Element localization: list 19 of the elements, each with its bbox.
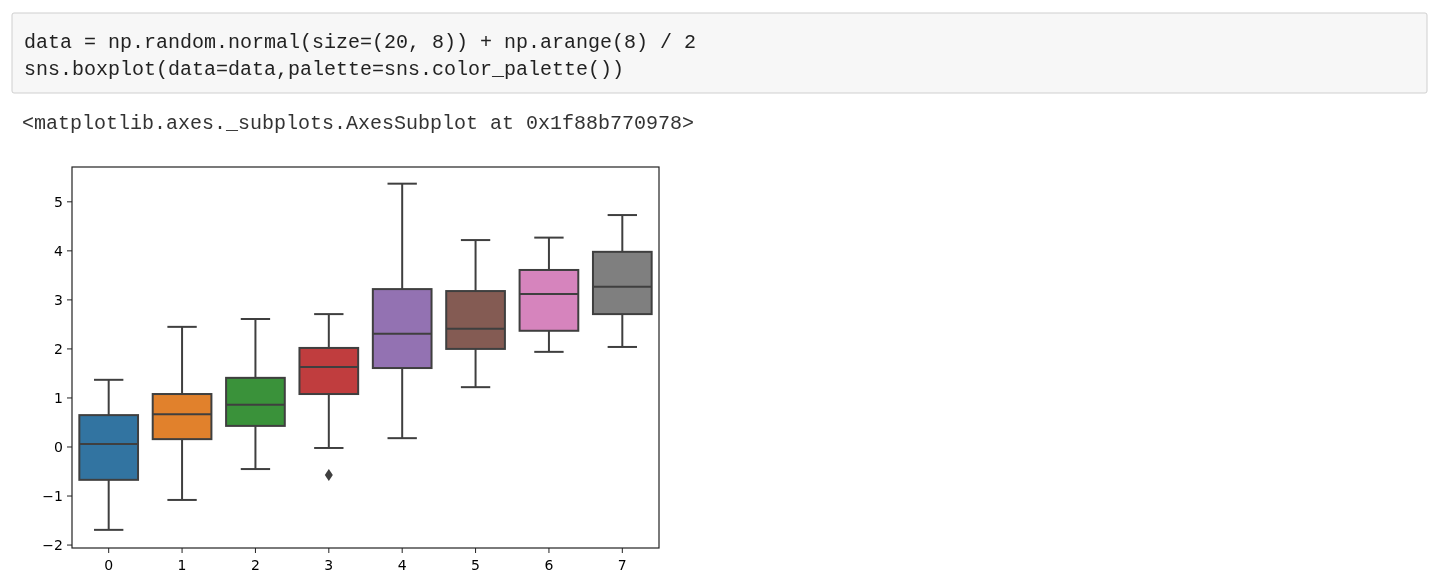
y-tick-label: 2 <box>54 340 63 357</box>
x-tick-label: 0 <box>104 557 114 573</box>
text: sns.boxplot(data=data,palette=sns.color_palette()) <box>24 58 625 81</box>
y-tick-label: 3 <box>54 291 63 308</box>
x-tick-label: 3 <box>324 557 334 573</box>
x-tick-label: 1 <box>177 557 187 573</box>
x-tick-label: 6 <box>544 557 554 573</box>
x-tick-label: 4 <box>397 557 407 573</box>
x-tick-label: 2 <box>250 557 260 573</box>
y-tick-label: −2 <box>42 536 63 553</box>
text: data = np.random.normal(size=(20, 8)) + np.arange(8) / 2 <box>24 31 697 54</box>
x-tick-label: 5 <box>471 557 481 573</box>
y-tick-label: −1 <box>42 487 63 504</box>
text: <matplotlib.axes._subplots.AxesSubplot at 0x1f88b770978> <box>22 112 695 135</box>
y-tick-label: 4 <box>54 242 64 259</box>
y-tick-label: 5 <box>54 193 63 210</box>
y-tick-label: 1 <box>54 389 63 406</box>
y-tick-label: 0 <box>54 438 63 455</box>
x-tick-label: 7 <box>617 557 627 573</box>
